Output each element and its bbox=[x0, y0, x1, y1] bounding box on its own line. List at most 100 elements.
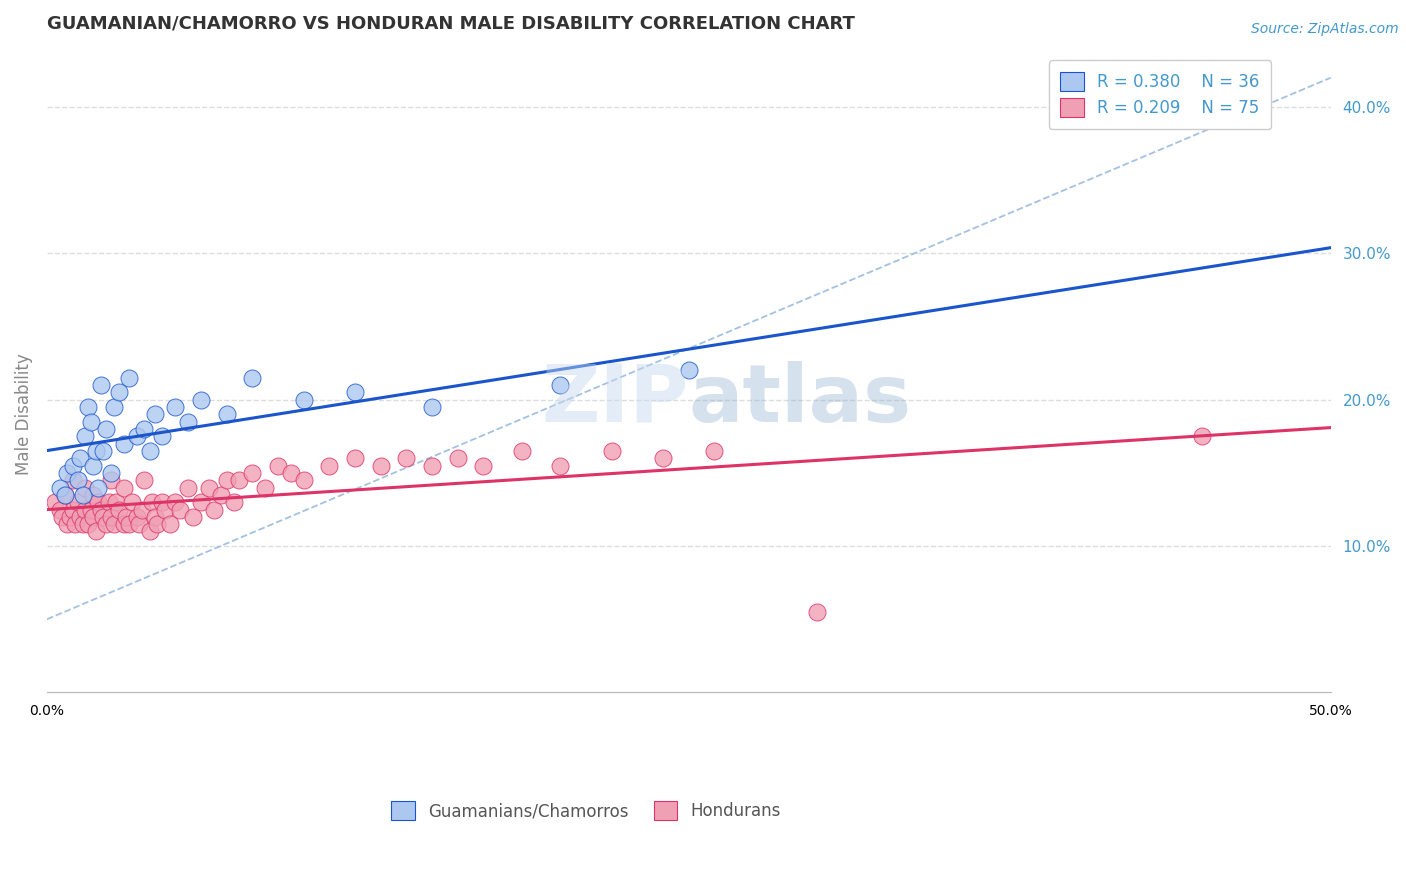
Point bbox=[100, 473, 122, 487]
Point bbox=[103, 400, 125, 414]
Point bbox=[153, 502, 176, 516]
Point bbox=[90, 378, 112, 392]
Point bbox=[112, 517, 135, 532]
Point bbox=[72, 517, 94, 532]
Point bbox=[177, 481, 200, 495]
Point bbox=[600, 444, 623, 458]
Point bbox=[131, 502, 153, 516]
Point bbox=[79, 502, 101, 516]
Point bbox=[75, 481, 97, 495]
Point bbox=[75, 502, 97, 516]
Point bbox=[510, 444, 533, 458]
Point bbox=[202, 502, 225, 516]
Point bbox=[141, 495, 163, 509]
Point bbox=[94, 422, 117, 436]
Point bbox=[254, 481, 277, 495]
Point bbox=[395, 451, 418, 466]
Point bbox=[51, 509, 73, 524]
Point bbox=[550, 458, 572, 473]
Point bbox=[84, 444, 107, 458]
Point bbox=[343, 385, 366, 400]
Point bbox=[66, 495, 89, 509]
Point bbox=[138, 444, 160, 458]
Point bbox=[53, 488, 76, 502]
Point bbox=[62, 502, 84, 516]
Point bbox=[146, 517, 169, 532]
Point bbox=[82, 458, 104, 473]
Point bbox=[211, 488, 233, 502]
Point bbox=[66, 473, 89, 487]
Point bbox=[169, 502, 191, 516]
Point bbox=[59, 509, 82, 524]
Point bbox=[134, 473, 156, 487]
Point bbox=[72, 488, 94, 502]
Point bbox=[181, 509, 204, 524]
Point bbox=[343, 451, 366, 466]
Point bbox=[125, 509, 148, 524]
Point bbox=[240, 371, 263, 385]
Point bbox=[115, 509, 138, 524]
Point bbox=[77, 517, 100, 532]
Point bbox=[105, 495, 128, 509]
Text: Source: ZipAtlas.com: Source: ZipAtlas.com bbox=[1251, 22, 1399, 37]
Point bbox=[62, 473, 84, 487]
Point bbox=[215, 473, 238, 487]
Point bbox=[93, 509, 115, 524]
Point bbox=[63, 517, 86, 532]
Point bbox=[107, 502, 129, 516]
Legend: Guamanians/Chamorros, Hondurans: Guamanians/Chamorros, Hondurans bbox=[385, 794, 787, 827]
Point bbox=[48, 502, 70, 516]
Point bbox=[118, 517, 141, 532]
Point bbox=[177, 415, 200, 429]
Point bbox=[267, 458, 290, 473]
Point bbox=[56, 517, 79, 532]
Point bbox=[152, 429, 174, 443]
Point bbox=[215, 408, 238, 422]
Point bbox=[138, 524, 160, 539]
Point bbox=[107, 385, 129, 400]
Point bbox=[128, 517, 150, 532]
Point bbox=[240, 466, 263, 480]
Point bbox=[79, 415, 101, 429]
Point bbox=[77, 400, 100, 414]
Point bbox=[143, 408, 166, 422]
Point bbox=[84, 524, 107, 539]
Point bbox=[472, 458, 495, 473]
Point bbox=[118, 371, 141, 385]
Y-axis label: Male Disability: Male Disability bbox=[15, 353, 32, 475]
Point bbox=[121, 495, 143, 509]
Point bbox=[550, 378, 572, 392]
Point bbox=[103, 517, 125, 532]
Point bbox=[197, 481, 219, 495]
Point bbox=[806, 605, 828, 619]
Point bbox=[447, 451, 470, 466]
Point bbox=[69, 509, 91, 524]
Point bbox=[75, 429, 97, 443]
Text: GUAMANIAN/CHAMORRO VS HONDURAN MALE DISABILITY CORRELATION CHART: GUAMANIAN/CHAMORRO VS HONDURAN MALE DISA… bbox=[46, 15, 855, 33]
Point bbox=[318, 458, 340, 473]
Point bbox=[420, 400, 443, 414]
Point bbox=[190, 495, 212, 509]
Point bbox=[292, 392, 315, 407]
Point bbox=[652, 451, 675, 466]
Point bbox=[420, 458, 443, 473]
Point bbox=[125, 429, 148, 443]
Point bbox=[280, 466, 302, 480]
Point bbox=[44, 495, 66, 509]
Point bbox=[703, 444, 725, 458]
Point bbox=[100, 466, 122, 480]
Point bbox=[56, 466, 79, 480]
Point bbox=[190, 392, 212, 407]
Point bbox=[112, 481, 135, 495]
Point bbox=[97, 495, 120, 509]
Point bbox=[224, 495, 246, 509]
Point bbox=[134, 422, 156, 436]
Point bbox=[82, 509, 104, 524]
Text: ZIP: ZIP bbox=[541, 360, 689, 439]
Point bbox=[165, 400, 187, 414]
Point bbox=[100, 509, 122, 524]
Point bbox=[69, 451, 91, 466]
Point bbox=[94, 517, 117, 532]
Point bbox=[159, 517, 181, 532]
Point bbox=[112, 436, 135, 450]
